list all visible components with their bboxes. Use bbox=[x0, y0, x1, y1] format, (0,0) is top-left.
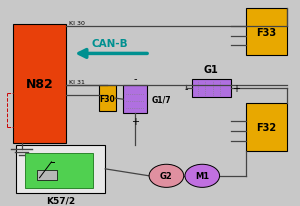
Text: F30: F30 bbox=[100, 94, 115, 103]
FancyBboxPatch shape bbox=[99, 86, 116, 112]
FancyBboxPatch shape bbox=[16, 145, 105, 193]
FancyBboxPatch shape bbox=[123, 86, 147, 114]
FancyBboxPatch shape bbox=[192, 80, 231, 98]
FancyBboxPatch shape bbox=[246, 9, 287, 56]
Circle shape bbox=[185, 164, 220, 187]
Text: G1/7: G1/7 bbox=[152, 95, 171, 104]
FancyBboxPatch shape bbox=[246, 104, 287, 151]
Text: +: + bbox=[232, 84, 240, 94]
Text: KI 30: KI 30 bbox=[69, 20, 85, 26]
Text: -: - bbox=[185, 84, 188, 94]
Text: F33: F33 bbox=[256, 27, 277, 37]
FancyBboxPatch shape bbox=[13, 25, 66, 143]
Text: G2: G2 bbox=[160, 171, 173, 180]
Circle shape bbox=[149, 164, 184, 187]
Text: M1: M1 bbox=[195, 171, 209, 180]
FancyBboxPatch shape bbox=[25, 153, 93, 188]
Text: K57/2: K57/2 bbox=[46, 196, 75, 205]
Text: KI 31: KI 31 bbox=[69, 80, 85, 85]
Text: F32: F32 bbox=[256, 122, 277, 132]
Text: CAN-B: CAN-B bbox=[92, 39, 128, 49]
Text: -: - bbox=[133, 74, 137, 83]
Text: N82: N82 bbox=[26, 77, 53, 90]
FancyBboxPatch shape bbox=[37, 170, 57, 180]
Text: G1: G1 bbox=[204, 65, 219, 75]
Text: +: + bbox=[131, 116, 139, 126]
